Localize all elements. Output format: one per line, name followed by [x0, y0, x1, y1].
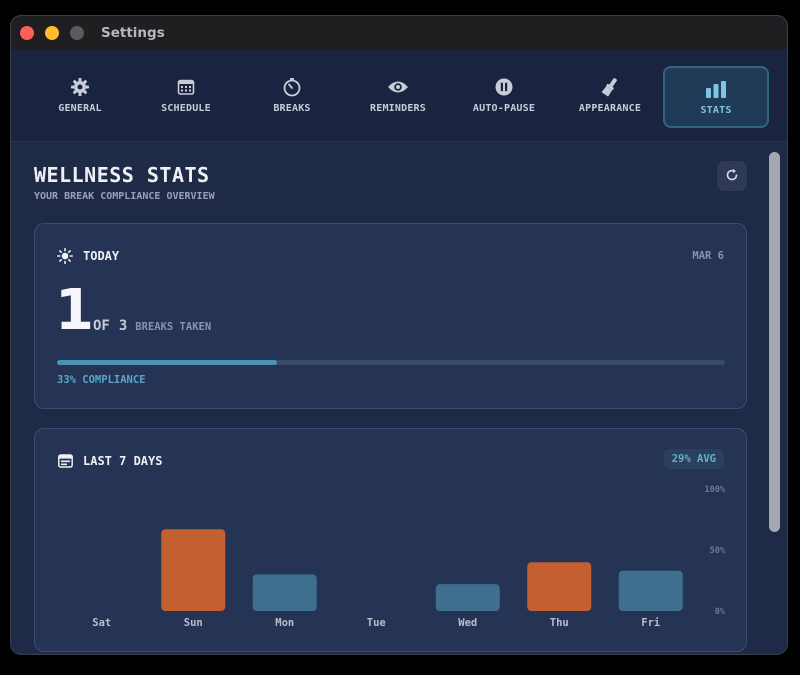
breaks-taken-summary: OF 3 BREAKS TAKEN	[93, 318, 211, 334]
minimize-window-button[interactable]	[45, 26, 59, 40]
calendar-icon	[175, 76, 197, 98]
settings-window: Settings	[10, 15, 788, 655]
tab-label: BREAKS	[273, 103, 311, 114]
y-tick-label: 100%	[705, 485, 726, 495]
breaks-total: 3	[118, 318, 128, 334]
tab-stats[interactable]: STATS	[663, 66, 769, 128]
tab-auto-pause[interactable]: AUTO-PAUSE	[451, 66, 557, 128]
tab-label: AUTO-PAUSE	[472, 103, 536, 114]
chart-bar-sun	[161, 529, 226, 611]
last-7-days-card: LAST 7 DAYS 29% AVG Sat Sun Mon Tue Wed Thu Fr…	[34, 428, 747, 652]
chart-bar-mon	[252, 574, 317, 611]
chart-bar-fri	[618, 570, 683, 611]
x-tick-label: Thu	[550, 617, 569, 629]
refresh-icon	[725, 167, 739, 186]
sun-icon	[57, 248, 73, 264]
page-title: WELLNESS STATS	[34, 163, 210, 187]
calendar-icon	[57, 453, 73, 469]
tab-appearance[interactable]: APPEARANCE	[557, 66, 663, 128]
average-badge: 29% AVG	[663, 449, 724, 469]
settings-tab-bar: GENERAL SCHEDULE	[11, 50, 787, 142]
tab-general[interactable]: GENERAL	[27, 66, 133, 128]
compliance-progress-fill	[57, 360, 278, 365]
x-tick-label: Tue	[367, 617, 386, 629]
tab-label: SCHEDULE	[161, 103, 211, 114]
pause-icon	[493, 76, 515, 98]
x-tick-label: Sun	[184, 617, 203, 629]
refresh-button[interactable]	[717, 161, 747, 191]
tab-label: STATS	[700, 105, 732, 116]
gear-icon	[69, 76, 91, 98]
paintbrush-icon	[599, 76, 621, 98]
chart-bar-wed	[435, 584, 500, 611]
today-heading: TODAY	[83, 249, 120, 263]
tab-schedule[interactable]: SCHEDULE	[133, 66, 239, 128]
chart-bar-thu	[527, 562, 592, 611]
week-header: LAST 7 DAYS	[57, 453, 162, 469]
breaks-taken-label: BREAKS TAKEN	[135, 321, 212, 333]
scrollbar-thumb[interactable]	[769, 152, 780, 532]
x-tick-label: Sat	[92, 617, 111, 629]
of-label: OF	[93, 318, 110, 334]
zoom-window-button[interactable]	[70, 26, 84, 40]
today-card: TODAY MAR 6 1 OF 3 BREAKS TAKEN 33% COMP…	[34, 223, 747, 409]
compliance-text: 33% COMPLIANCE	[57, 374, 146, 386]
breaks-taken-count: 1	[55, 278, 94, 343]
vertical-scrollbar[interactable]	[765, 143, 787, 654]
weekly-compliance-chart: Sat Sun Mon Tue Wed Thu Fri 100% 50% 0%	[92, 485, 726, 629]
tab-label: GENERAL	[58, 103, 102, 114]
timer-icon	[281, 76, 303, 98]
y-tick-label: 50%	[710, 546, 726, 556]
tab-label: APPEARANCE	[578, 103, 642, 114]
x-tick-label: Fri	[641, 617, 660, 629]
stats-content: WELLNESS STATS YOUR BREAK COMPLIANCE OVE…	[11, 143, 767, 654]
compliance-progress-bar	[57, 360, 725, 365]
today-date: MAR 6	[692, 250, 724, 262]
week-heading: LAST 7 DAYS	[83, 454, 163, 468]
tab-label: REMINDERS	[370, 103, 426, 114]
y-tick-label: 0%	[715, 607, 726, 617]
x-tick-label: Mon	[275, 617, 294, 629]
eye-icon	[387, 76, 409, 98]
title-bar: Settings	[11, 16, 787, 50]
close-window-button[interactable]	[20, 26, 34, 40]
x-tick-label: Wed	[458, 617, 477, 629]
page-subtitle: YOUR BREAK COMPLIANCE OVERVIEW	[34, 191, 215, 202]
today-header: TODAY	[57, 248, 119, 264]
tab-reminders[interactable]: REMINDERS	[345, 66, 451, 128]
tab-breaks[interactable]: BREAKS	[239, 66, 345, 128]
window-title: Settings	[101, 25, 165, 41]
bar-chart-icon	[705, 78, 727, 100]
